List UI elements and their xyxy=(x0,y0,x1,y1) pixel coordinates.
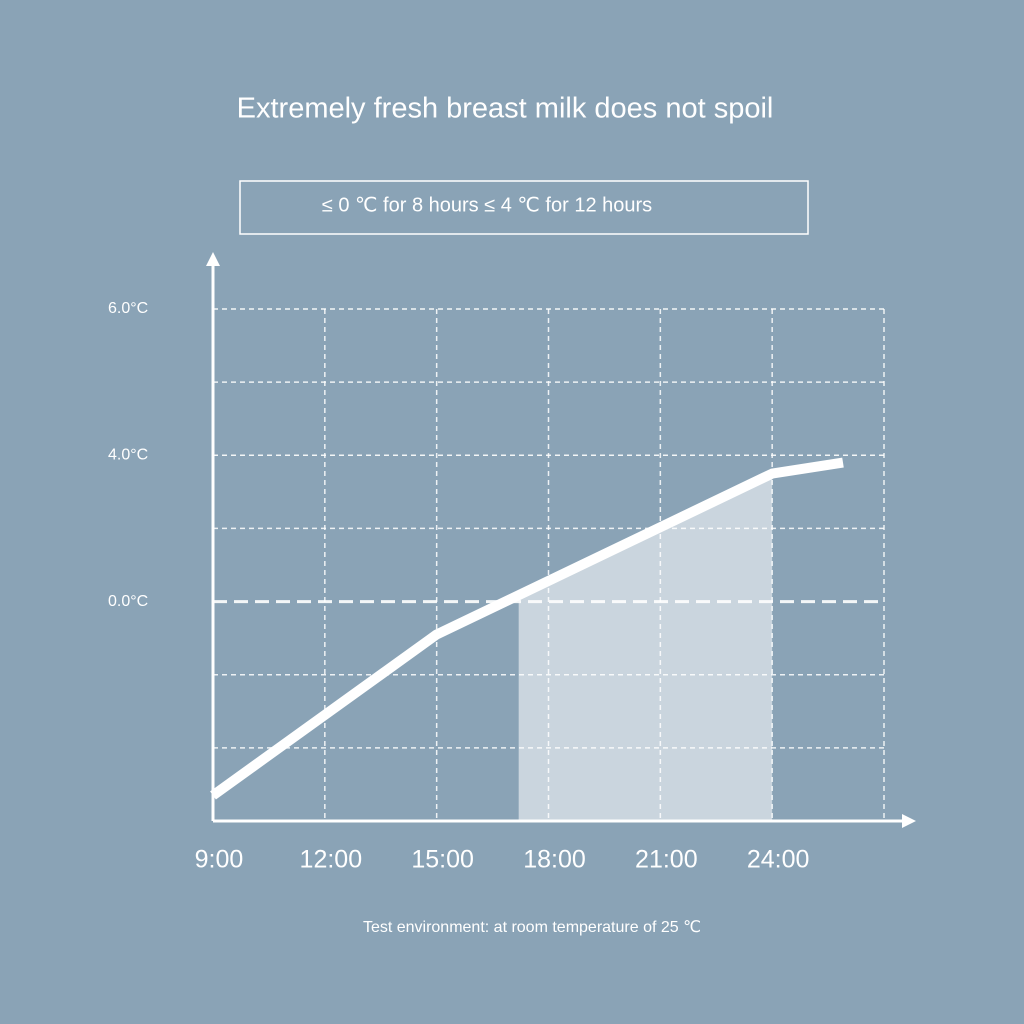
y-tick-label: 6.0°C xyxy=(108,300,148,317)
x-tick-label: 12:00 xyxy=(300,846,363,874)
x-tick-label: 15:00 xyxy=(411,846,474,874)
footnote: Test environment: at room temperature of… xyxy=(363,919,701,936)
data-line xyxy=(210,457,844,800)
x-tick-label: 21:00 xyxy=(635,846,698,874)
subtitle: ≤ 0 ℃ for 8 hours ≤ 4 ℃ for 12 hours xyxy=(322,194,652,216)
subtitle-box xyxy=(239,180,809,235)
x-tick-label: 24:00 xyxy=(747,846,810,874)
x-tick-label: 9:00 xyxy=(195,846,244,874)
x-tick-label: 18:00 xyxy=(523,846,586,874)
chart-title: Extremely fresh breast milk does not spo… xyxy=(237,93,774,125)
highlight-area xyxy=(518,473,773,821)
y-axis-arrow xyxy=(206,252,220,266)
y-tick-label: 4.0°C xyxy=(108,447,148,464)
y-tick-label: 0.0°C xyxy=(108,593,148,610)
x-axis-arrow xyxy=(902,814,916,828)
